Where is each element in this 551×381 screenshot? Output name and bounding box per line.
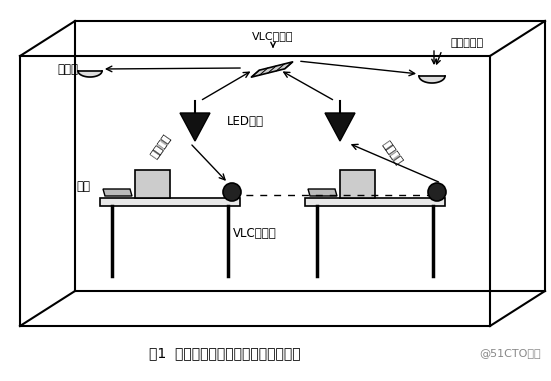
Text: 光电接收器: 光电接收器 bbox=[450, 38, 484, 48]
Bar bbox=[340, 170, 375, 198]
Circle shape bbox=[428, 183, 446, 201]
Polygon shape bbox=[251, 62, 293, 77]
Polygon shape bbox=[78, 71, 102, 77]
Circle shape bbox=[223, 183, 241, 201]
Bar bbox=[305, 198, 445, 206]
Text: VLC集线器: VLC集线器 bbox=[252, 31, 294, 41]
Polygon shape bbox=[103, 189, 132, 196]
Text: 反向链路: 反向链路 bbox=[380, 139, 404, 167]
Text: VLC适配器: VLC适配器 bbox=[233, 226, 277, 240]
Text: LED光源: LED光源 bbox=[226, 115, 263, 128]
Polygon shape bbox=[180, 113, 210, 141]
Polygon shape bbox=[308, 189, 337, 196]
Text: 图1  室内可见光通信的无线局域网系统: 图1 室内可见光通信的无线局域网系统 bbox=[149, 346, 301, 360]
Text: 终端: 终端 bbox=[76, 179, 90, 192]
Polygon shape bbox=[419, 76, 445, 83]
Text: 前向链路: 前向链路 bbox=[149, 132, 172, 160]
Bar bbox=[135, 170, 170, 198]
Bar bbox=[100, 198, 240, 206]
Text: 天花板: 天花板 bbox=[57, 62, 78, 75]
Polygon shape bbox=[325, 113, 355, 141]
Text: @51CTO博客: @51CTO博客 bbox=[479, 348, 541, 358]
